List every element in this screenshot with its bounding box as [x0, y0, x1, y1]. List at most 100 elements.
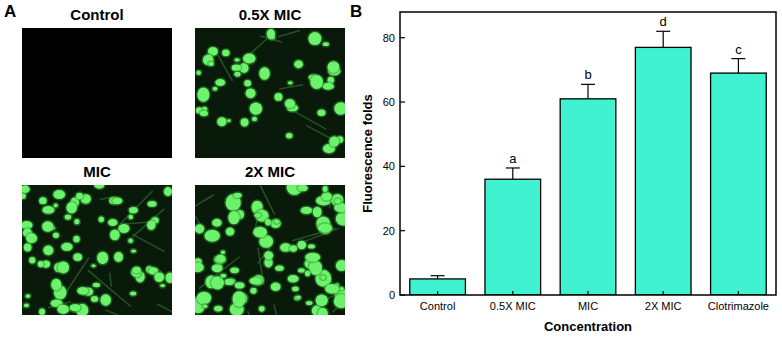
filament: [110, 273, 112, 287]
bar: [711, 73, 767, 295]
cell-glow: [42, 244, 55, 257]
cell: [53, 190, 65, 199]
cell-glow: [201, 303, 209, 309]
cell: [232, 291, 245, 306]
cell-glow: [22, 185, 31, 195]
cell-glow: [283, 98, 296, 110]
cell-glow: [244, 87, 257, 100]
cell: [128, 238, 133, 243]
filament: [157, 304, 172, 315]
cell-glow: [50, 277, 63, 292]
filament: [88, 270, 131, 306]
cell: [225, 279, 234, 285]
cell: [65, 215, 72, 220]
cell-glow: [258, 66, 272, 82]
cell-glow: [319, 274, 327, 281]
cell: [200, 111, 208, 116]
cell-glow: [316, 108, 327, 117]
cell-glow: [211, 217, 224, 228]
cell: [73, 236, 79, 243]
cell-glow: [221, 48, 231, 58]
cell-glow: [195, 261, 205, 273]
cell: [267, 29, 276, 39]
filament: [278, 30, 299, 36]
y-tick-label: 80: [383, 32, 395, 44]
cell: [213, 87, 218, 91]
micrograph-background: [22, 185, 172, 315]
cell-glow: [211, 85, 219, 92]
cell: [232, 64, 241, 71]
cell: [76, 193, 83, 200]
micrograph: [22, 185, 172, 315]
cell-glow: [216, 116, 228, 128]
cell-glow: [326, 60, 341, 74]
cell: [306, 301, 313, 305]
error-stem: [587, 84, 588, 98]
cell-glow: [229, 266, 241, 275]
y-tick-label: 40: [383, 160, 395, 172]
cell-glow: [253, 212, 262, 219]
cell-glow: [68, 302, 82, 313]
cell: [244, 80, 251, 86]
bars: [410, 31, 766, 295]
cell-glow: [257, 305, 266, 314]
cell: [58, 261, 69, 273]
y-tick-label: 0: [389, 289, 395, 301]
cell: [274, 220, 279, 224]
cell-glow: [213, 304, 224, 313]
cell: [73, 253, 82, 261]
cell: [230, 268, 239, 274]
cell-glow: [96, 250, 110, 265]
cell: [250, 103, 262, 115]
cell: [288, 81, 293, 84]
cell-glow: [113, 251, 125, 264]
cell-glow: [153, 271, 166, 284]
cell: [243, 53, 256, 63]
cell-glow: [304, 299, 314, 306]
cell: [74, 219, 79, 224]
cell: [275, 265, 284, 271]
y-tick: [400, 294, 405, 295]
cell: [39, 197, 47, 204]
y-tick-label: 60: [383, 96, 395, 108]
cell-glow: [293, 59, 305, 70]
cell-glow: [316, 222, 333, 234]
cell-glow: [97, 215, 105, 224]
significance-letter: d: [660, 14, 667, 29]
panel-label: A: [4, 2, 16, 21]
cell-glow: [295, 294, 303, 300]
micrograph: [22, 28, 172, 158]
cell: [110, 229, 120, 240]
x-tick: [437, 291, 438, 295]
cell: [288, 275, 299, 283]
cell-glow: [293, 294, 302, 302]
cell: [220, 274, 226, 278]
error-cap: [656, 31, 670, 32]
cell: [66, 202, 77, 213]
cell-glow: [111, 196, 124, 206]
cell-glow: [52, 188, 67, 200]
cell-glow: [274, 264, 286, 273]
y-axis-label: Fluorescence folds: [360, 94, 375, 212]
y-tick: [400, 230, 405, 231]
cell: [165, 273, 172, 283]
cell: [228, 211, 239, 224]
cell: [24, 304, 29, 308]
cell: [51, 279, 61, 291]
cell-glow: [51, 231, 60, 240]
x-tick: [512, 291, 513, 295]
cell-glow: [333, 197, 342, 205]
significance-letter: a: [509, 151, 517, 166]
cell: [54, 203, 58, 207]
cell: [94, 185, 104, 189]
cell: [301, 207, 313, 214]
cell: [321, 276, 326, 280]
cell: [26, 294, 31, 298]
cell-glow: [269, 281, 282, 292]
cell-glow: [239, 117, 250, 128]
cell-glow: [41, 220, 55, 234]
cell: [195, 263, 204, 272]
cell: [160, 284, 165, 287]
cell-glow: [162, 186, 172, 198]
cell-glow: [146, 219, 157, 232]
